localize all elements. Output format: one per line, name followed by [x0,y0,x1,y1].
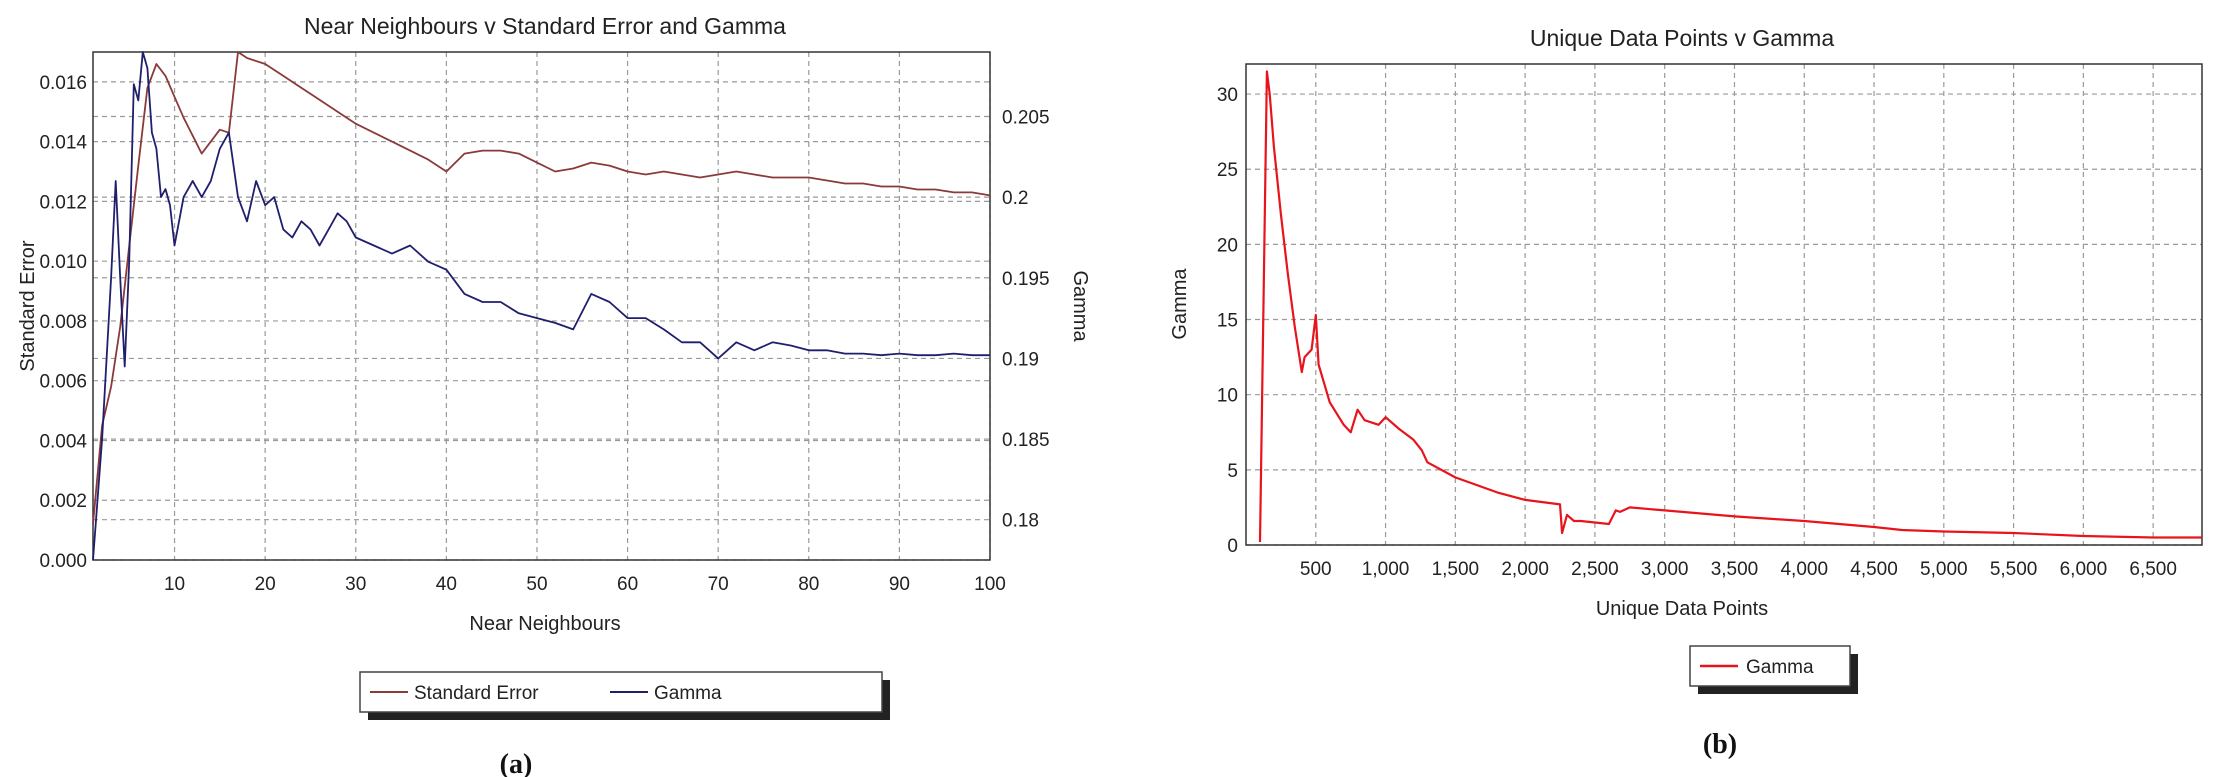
chart-b-y-tick-label: 20 [1217,235,1238,256]
chart-unique-data-points: Unique Data Points v Gamma 500 1,000 1,500… [1169,25,2203,760]
chart-a-left-y-axis-label: Standard Error [17,240,39,372]
chart-b-x-tick-label: 6,000 [2060,559,2108,580]
chart-a-y-tick-label: 0.004 [39,431,87,452]
chart-a-x-tick-label: 30 [345,574,366,595]
series-standard-error-line [92,51,991,525]
chart-a-title: Near Neighbours v Standard Error and Gam… [304,13,786,39]
legend-gamma-label: Gamma [654,683,722,704]
caption-a: (a) [500,749,533,777]
chart-b-x-tick-label: 4,500 [1850,559,1898,580]
chart-a-x-tick-label: 60 [617,574,638,595]
chart-a-x-ticks: 10 20 30 40 50 60 70 80 90 100 [164,574,1006,595]
chart-a-right-y-tick-label: 0.205 [1002,108,1050,129]
chart-a-x-tick-label: 10 [164,574,185,595]
chart-b-y-ticks: 0 5 10 15 20 25 30 [1217,85,1238,557]
chart-b-x-tick-label: 6,500 [2129,559,2177,580]
chart-b-title: Unique Data Points v Gamma [1530,25,1834,51]
chart-a-legend: Standard Error Gamma [359,671,890,720]
chart-a-x-tick-label: 80 [798,574,819,595]
chart-a-x-tick-label: 70 [708,574,729,595]
chart-a-right-y-ticks: 0.18 0.185 0.19 0.195 0.2 0.205 [1002,108,1050,532]
chart-a-y-tick-label: 0.006 [39,372,87,393]
chart-b-x-tick-label: 500 [1300,559,1332,580]
chart-a-gridlines [93,52,991,561]
chart-b-x-tick-label: 3,500 [1711,559,1759,580]
chart-b-series [1258,70,2202,543]
chart-a-x-axis-label: Near Neighbours [469,613,620,635]
chart-a-y-tick-label: 0.000 [39,551,87,572]
chart-a-y-tick-label: 0.010 [39,252,87,273]
chart-b-x-tick-label: 2,500 [1571,559,1619,580]
chart-a-x-tick-label: 40 [436,574,457,595]
chart-b-x-tick-label: 1,000 [1362,559,1410,580]
legend-standard-error-label: Standard Error [414,683,539,704]
chart-b-legend: Gamma [1689,645,1858,694]
chart-a-series [92,51,991,561]
chart-a-y-tick-label: 0.002 [39,491,87,512]
chart-b-y-tick-label: 10 [1217,386,1238,407]
chart-a-x-tick-label: 20 [255,574,276,595]
chart-a-right-y-axis-label: Gamma [1069,270,1091,342]
chart-a-right-y-tick-label: 0.19 [1002,349,1039,370]
chart-b-x-tick-label: 1,500 [1432,559,1480,580]
chart-b-x-ticks: 500 1,000 1,500 2,000 2,500 3,000 3,500 4,000 4,… [1300,559,2177,580]
chart-a-right-y-tick-label: 0.185 [1002,430,1050,451]
chart-b-x-tick-label: 2,000 [1501,559,1549,580]
series-gamma-line [92,51,990,561]
chart-a-plot-frame [92,51,991,561]
chart-b-gridlines [1246,64,2202,546]
chart-a-right-y-tick-label: 0.2 [1002,188,1028,209]
chart-b-x-tick-label: 5,000 [1920,559,1968,580]
chart-b-plot-frame [1245,63,2203,546]
chart-b-y-tick-label: 25 [1217,160,1238,181]
chart-a-x-tick-label: 100 [974,574,1006,595]
chart-a-x-tick-label: 90 [889,574,910,595]
chart-b-y-tick-label: 0 [1227,536,1238,557]
chart-a-right-y-tick-label: 0.18 [1002,511,1039,532]
chart-a-y-tick-label: 0.014 [39,133,87,154]
chart-b-y-tick-label: 30 [1217,85,1238,106]
chart-near-neighbours: Near Neighbours v Standard Error and Gam… [17,13,1091,777]
chart-b-y-tick-label: 15 [1217,311,1238,332]
chart-a-y-tick-label: 0.016 [39,73,87,94]
chart-a-y-ticks: 0.000 0.002 0.004 0.006 0.008 0.010 0.012 0.014… [39,73,87,572]
chart-b-x-tick-label: 4,000 [1780,559,1828,580]
chart-b-y-tick-label: 5 [1227,461,1238,482]
chart-b-x-tick-label: 3,000 [1641,559,1689,580]
chart-a-right-y-tick-label: 0.195 [1002,269,1050,290]
caption-b: (b) [1703,729,1737,760]
chart-b-x-tick-label: 5,500 [1990,559,2038,580]
legend-b-gamma-label: Gamma [1746,657,1814,678]
chart-b-y-axis-label: Gamma [1169,268,1191,340]
series-gamma-b-line [1258,70,2202,543]
chart-b-x-axis-label: Unique Data Points [1596,598,1768,620]
chart-a-x-tick-label: 50 [526,574,547,595]
chart-a-y-tick-label: 0.008 [39,312,87,333]
chart-a-y-tick-label: 0.012 [39,192,87,213]
